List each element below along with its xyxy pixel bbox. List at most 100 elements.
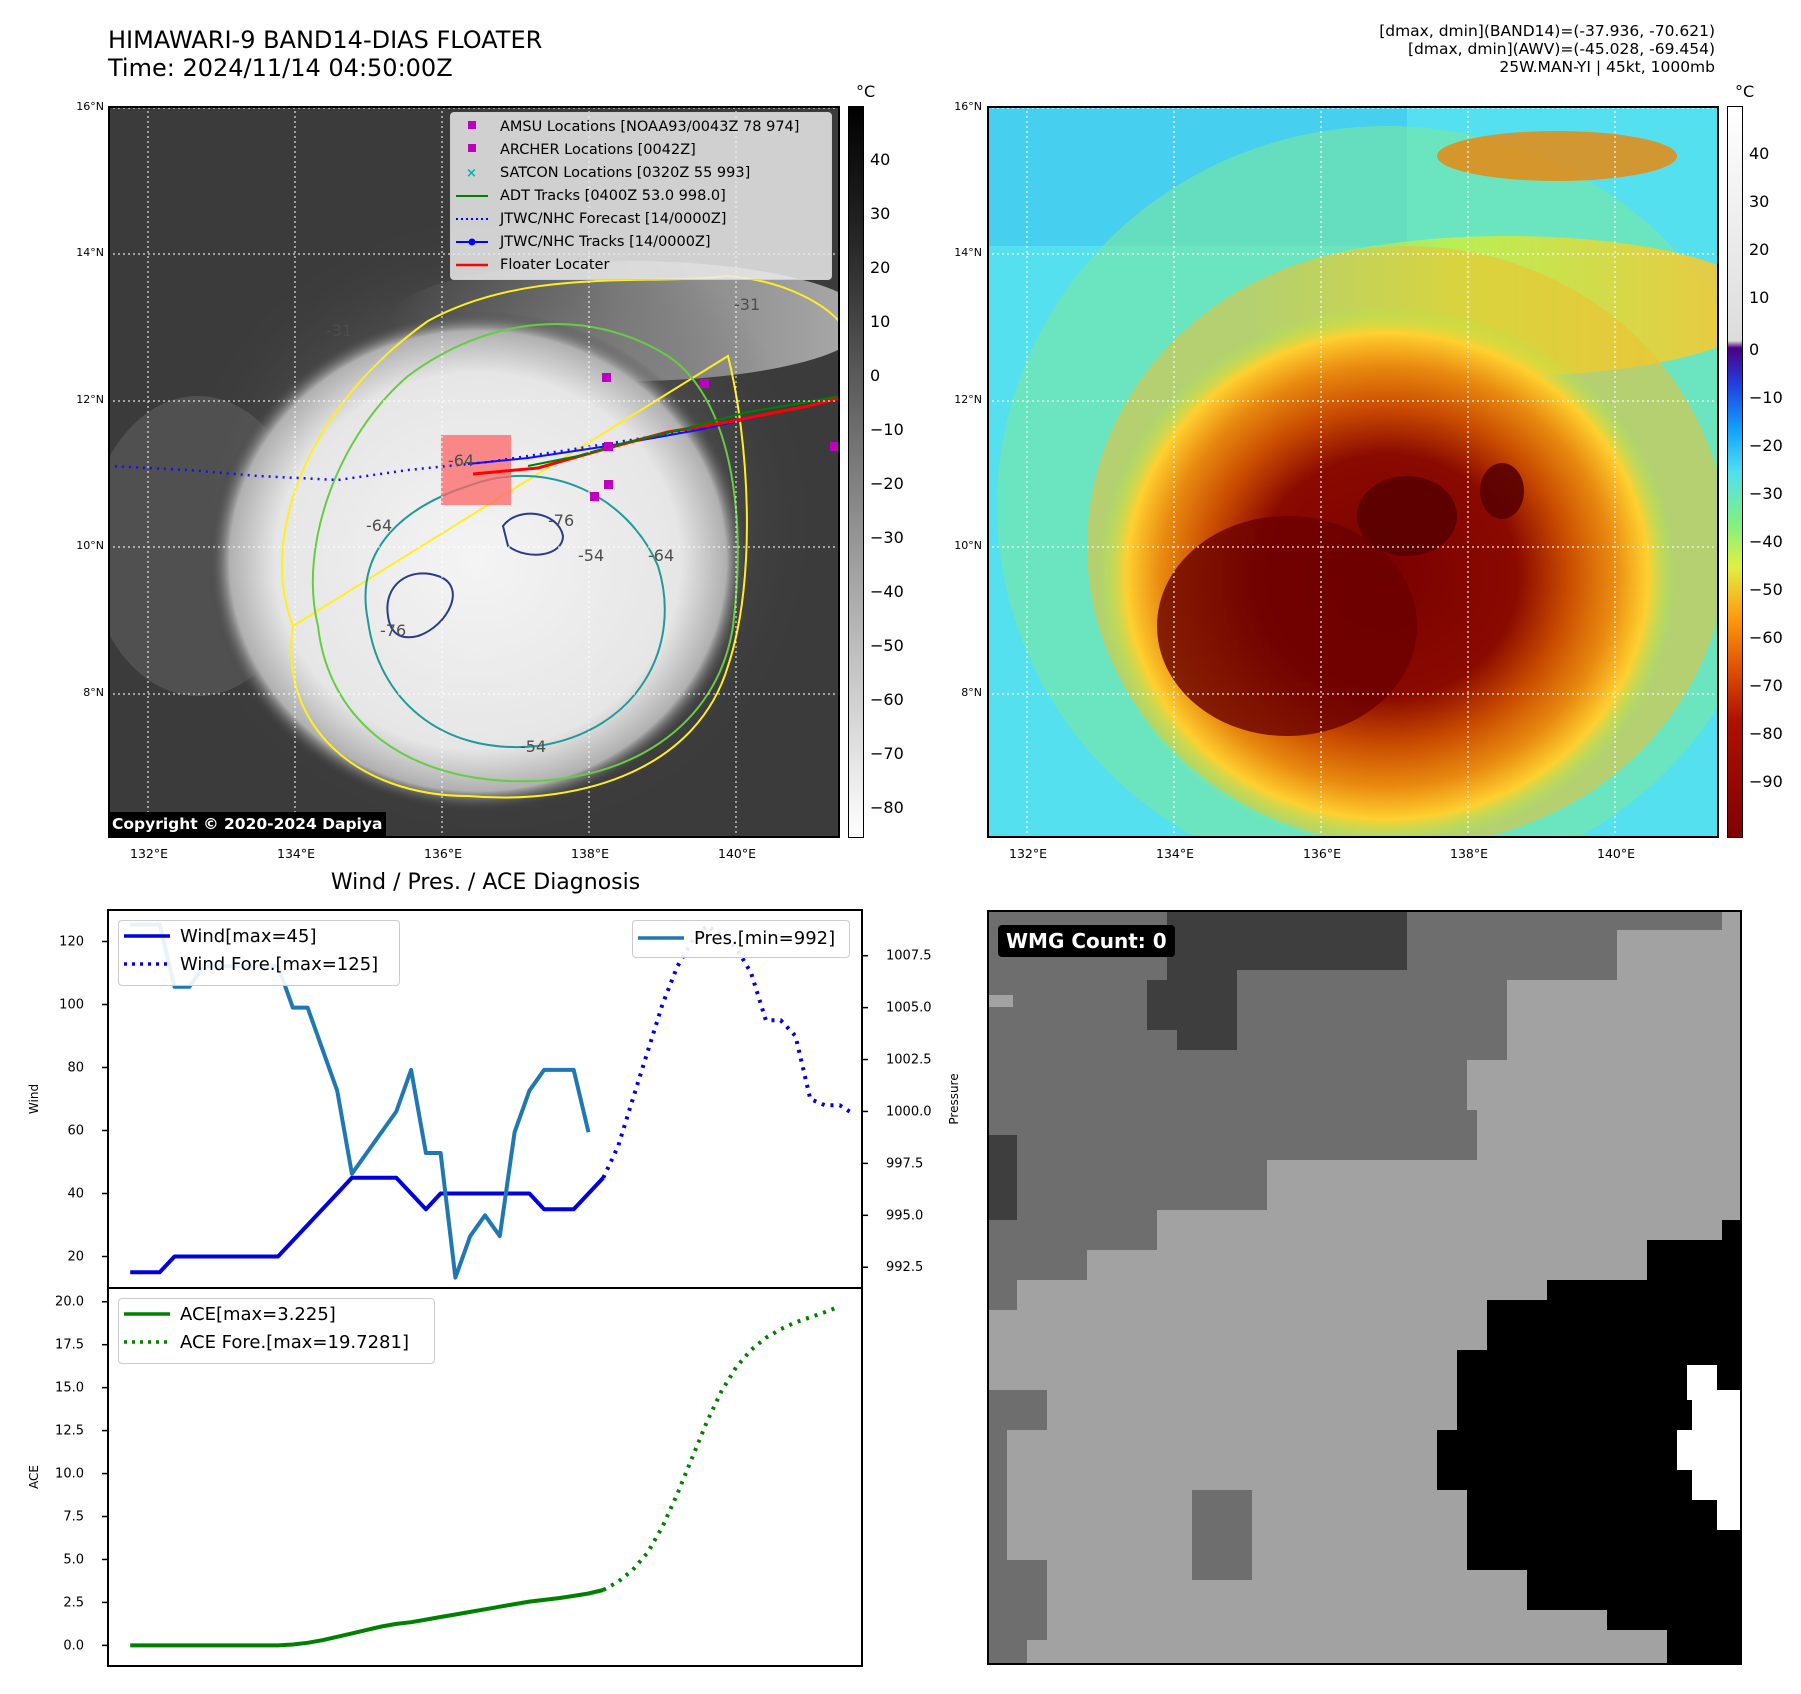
color-tick: −70 bbox=[1749, 676, 1783, 695]
lat-label: 12°N bbox=[76, 393, 104, 406]
ace-legend-entries: ACE[max=3.225] ACE Fore.[max=19.7281] bbox=[124, 1304, 409, 1353]
y-tick-label: 120 bbox=[59, 935, 84, 950]
y-tick-label: 5.0 bbox=[63, 1552, 84, 1567]
y-tick-label: 10.0 bbox=[55, 1467, 84, 1482]
plot-frame bbox=[107, 1288, 863, 1667]
color-tick: −50 bbox=[1749, 580, 1783, 599]
archer-legend-icon bbox=[468, 144, 476, 152]
series-line bbox=[601, 923, 856, 1179]
amsu-legend-icon bbox=[468, 121, 476, 129]
y-tick-label: 60 bbox=[67, 1124, 84, 1139]
contour-minus64 bbox=[364, 475, 666, 749]
color-tick: −60 bbox=[1749, 628, 1783, 647]
adt-legend-label: ADT Tracks [0400Z 53.0 998.0] bbox=[500, 188, 726, 204]
gray-tick: −30 bbox=[870, 528, 904, 547]
color-map-grid bbox=[987, 106, 1719, 838]
contour-label: -31 bbox=[326, 321, 352, 340]
contour-label: -64 bbox=[448, 451, 474, 470]
copyright-badge: Copyright © 2020-2024 Dapiya bbox=[108, 812, 387, 836]
y-tick-label: 2.5 bbox=[63, 1595, 84, 1610]
color-tick: 20 bbox=[1749, 240, 1770, 259]
contour-minus54 bbox=[311, 323, 739, 783]
y-tick-label: 12.5 bbox=[55, 1424, 84, 1439]
gray-tick: −80 bbox=[870, 798, 904, 817]
title-time: Time: 2024/11/14 04:50:00Z bbox=[108, 54, 453, 82]
y-right-tick-label: 995.0 bbox=[886, 1208, 923, 1223]
color-cold-top-west bbox=[1157, 516, 1417, 736]
pressure-legend-label: Pres.[min=992] bbox=[694, 928, 835, 949]
gray-tick: −50 bbox=[870, 636, 904, 655]
lon-label: 136°E bbox=[1303, 846, 1342, 861]
color-ir-map bbox=[987, 106, 1719, 838]
gray-tick: −40 bbox=[870, 582, 904, 601]
color-cold-top-north bbox=[1357, 476, 1457, 556]
archer-marker-3 bbox=[604, 442, 613, 451]
lat-label: 8°N bbox=[83, 686, 104, 699]
wind-legend-entries: Wind[max=45] Wind Fore.[max=125] bbox=[124, 926, 378, 975]
gray-tick: −60 bbox=[870, 690, 904, 709]
series-line bbox=[130, 1588, 604, 1648]
color-tick: 0 bbox=[1749, 340, 1760, 359]
lon-label: 132°E bbox=[1009, 846, 1048, 861]
y-tick-label: 17.5 bbox=[55, 1338, 84, 1353]
map-legend bbox=[450, 112, 832, 280]
series-line bbox=[130, 1175, 605, 1275]
map-legend-entries: AMSU Locations [NOAA93/0043Z 78 974] ARC… bbox=[456, 119, 799, 273]
y-tick-label: 40 bbox=[67, 1187, 84, 1202]
archer-marker-4 bbox=[590, 492, 599, 501]
wmg-mid-gray-patch bbox=[1192, 1490, 1252, 1580]
wmg-mid-gray-sw bbox=[987, 1390, 1047, 1665]
gray-map-frame bbox=[108, 106, 840, 838]
y-right-tick-label: 992.5 bbox=[886, 1260, 923, 1275]
diagnosis-title: Wind / Pres. / ACE Diagnosis bbox=[330, 870, 641, 895]
storm-summary: 25W.MAN-YI | 45kt, 1000mb bbox=[1499, 58, 1715, 76]
wmg-count-badge: WMG Count: 0 bbox=[998, 925, 1175, 957]
floater-legend-label: Floater Locater bbox=[500, 257, 609, 273]
gray-tick: 30 bbox=[870, 204, 891, 223]
lat-label: 16°N bbox=[954, 100, 982, 113]
lon-label: 134°E bbox=[1156, 846, 1195, 861]
archer-marker-5 bbox=[604, 480, 613, 489]
wmg-dark-region bbox=[1147, 910, 1407, 1050]
gray-tick: −20 bbox=[870, 474, 904, 493]
wind-legend-label: Wind[max=45] bbox=[180, 926, 317, 947]
contour-label: -64 bbox=[366, 516, 392, 535]
storm-info: [dmax, dmin](BAND14)=(-37.936, -70.621) … bbox=[1379, 22, 1715, 76]
lon-label: 138°E bbox=[571, 846, 610, 861]
color-tick: 10 bbox=[1749, 288, 1770, 307]
archer-legend-label: ARCHER Locations [0042Z] bbox=[500, 142, 696, 158]
ace-legend-label: ACE[max=3.225] bbox=[180, 1304, 336, 1325]
color-tick: −90 bbox=[1749, 772, 1783, 791]
satcon-legend-icon: × bbox=[466, 166, 477, 181]
contour-label: -54 bbox=[520, 737, 546, 756]
y-right-tick-label: 1007.5 bbox=[886, 949, 932, 964]
gray-colorbar-unit: °C bbox=[856, 82, 876, 101]
y-tick-label: 100 bbox=[59, 998, 84, 1013]
y-right-tick-label: 1002.5 bbox=[886, 1053, 932, 1068]
y-tick-label: 0.0 bbox=[63, 1638, 84, 1653]
wind-forecast-legend-label: Wind Fore.[max=125] bbox=[180, 954, 378, 975]
wmg-white-region bbox=[1677, 1365, 1742, 1530]
dmax-dmin-awv: [dmax, dmin](AWV)=(-45.028, -69.454) bbox=[1408, 40, 1715, 58]
lat-label: 14°N bbox=[76, 246, 104, 259]
gray-colorbar bbox=[848, 106, 864, 838]
y-tick-label: 20.0 bbox=[55, 1295, 84, 1310]
contour-label: -31 bbox=[734, 295, 760, 314]
series-line bbox=[602, 1304, 841, 1592]
color-colorbar-unit: °C bbox=[1735, 82, 1755, 101]
contour-label: -76 bbox=[380, 621, 406, 640]
pressure-legend-entries: Pres.[min=992] bbox=[638, 928, 835, 949]
color-colorbar bbox=[1727, 106, 1743, 838]
color-cold-top-east bbox=[1480, 463, 1524, 519]
lon-label: 134°E bbox=[277, 846, 316, 861]
contour-minus76 bbox=[386, 512, 565, 639]
lat-label: 10°N bbox=[954, 539, 982, 552]
title-satellite: HIMAWARI-9 BAND14-DIAS FLOATER bbox=[108, 26, 543, 54]
satcon-legend-label: SATCON Locations [0320Z 55 993] bbox=[500, 165, 750, 181]
wmg-frame bbox=[987, 910, 1742, 1665]
color-tick: −40 bbox=[1749, 532, 1783, 551]
y-right-tick-label: 997.5 bbox=[886, 1156, 923, 1171]
lat-label: 14°N bbox=[954, 246, 982, 259]
lon-label: 140°E bbox=[1597, 846, 1636, 861]
contour-minus31 bbox=[281, 274, 840, 799]
